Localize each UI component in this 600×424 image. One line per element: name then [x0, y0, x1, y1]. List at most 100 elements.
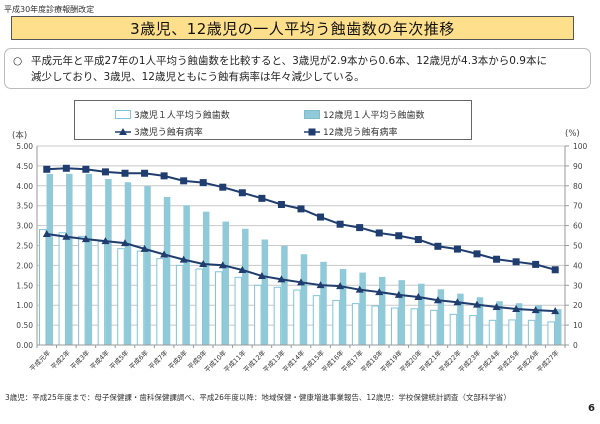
y-tick-label-right: 10: [573, 321, 583, 330]
bar-3yo: [371, 305, 379, 346]
bar-3yo: [488, 319, 497, 346]
bar-12yo: [418, 283, 425, 345]
x-tick-label: 平成3年: [68, 348, 91, 371]
triangle-marker: [316, 281, 325, 289]
triangle-marker: [453, 298, 462, 306]
square-marker: [512, 258, 520, 266]
legend-item-bar12: 12歳児１人平均う蝕歯数: [304, 108, 424, 121]
triangle-marker: [375, 288, 384, 296]
triangle-marker: [218, 261, 227, 269]
square-marker: [414, 236, 422, 244]
bar-3yo: [351, 303, 360, 346]
source-note: 3歳児：平成25年度まで：母子保健課・歯科保健課調べ、平成26年度以降：地域保健…: [5, 393, 511, 402]
square-marker: [258, 194, 266, 202]
bar-3yo: [39, 229, 47, 346]
bar-12yo: [105, 179, 112, 345]
bar-12yo: [183, 205, 190, 345]
legend-swatch-blue-bar-icon: [304, 110, 320, 119]
bar-3yo: [195, 268, 203, 346]
square-marker: [493, 255, 501, 263]
square-marker: [395, 232, 403, 240]
triangle-marker: [512, 304, 521, 312]
bar-12yo: [281, 245, 288, 345]
triangle-marker: [257, 271, 266, 279]
square-marker: [141, 169, 149, 177]
triangle-marker: [414, 293, 423, 301]
bar-3yo: [273, 286, 282, 346]
summary-text-2: 減少しており、3歳児、12歳児ともにう蝕有病率は年々減少している。: [31, 71, 365, 83]
triangle-marker: [121, 239, 129, 247]
triangle-marker: [355, 285, 364, 293]
square-marker: [121, 169, 129, 177]
square-marker: [82, 165, 90, 173]
y-tick-label-right: 50: [573, 242, 583, 251]
triangle-marker: [199, 260, 208, 268]
bar-12yo: [476, 297, 484, 345]
square-marker: [473, 250, 481, 258]
legend-item-line3: 3歳児う蝕有病率: [115, 125, 203, 138]
document-label: 平成30年度診療報酬改定: [4, 5, 95, 14]
y-tick-label-left: 2.50: [16, 242, 33, 251]
triangle-marker: [433, 296, 442, 304]
x-tick-label: 平成6年: [127, 348, 150, 371]
bar-12yo: [300, 254, 308, 345]
square-marker: [434, 242, 442, 250]
bar-12yo: [320, 261, 327, 345]
bar-12yo: [261, 239, 269, 345]
square-marker: [160, 172, 168, 180]
bar-3yo: [449, 313, 458, 346]
y-tick-label-right: 40: [573, 261, 583, 270]
triangle-marker: [42, 229, 51, 237]
y-tick-label-right: 100: [573, 142, 588, 151]
line-series: [42, 164, 560, 315]
square-marker: [375, 229, 383, 237]
triangle-marker: [277, 275, 286, 283]
triangle-marker: [473, 300, 481, 308]
bar-3yo: [312, 295, 321, 346]
bar-12yo: [163, 196, 171, 345]
left-axis-unit: (本): [12, 131, 28, 141]
square-marker: [180, 177, 188, 185]
legend-label-bar12: 12歳児１人平均う蝕歯数: [323, 111, 425, 121]
bar-12yo: [535, 305, 542, 345]
page-title-text: 3歳児、12歳児の一人平均う蝕歯数の年次推移: [130, 19, 455, 38]
bar-12yo: [85, 173, 93, 345]
triangle-marker: [394, 290, 403, 298]
summary-box: ○ 平成元年と平成27年の1人平均う蝕歯数を比較すると、3歳児が2.9本から0.6…: [4, 48, 591, 89]
square-marker: [336, 220, 344, 228]
bar-12yo: [66, 173, 73, 345]
x-tick-label: 平成8年: [166, 348, 189, 371]
x-tick-labels: 平成元年平成2年平成3年平成4年平成5年平成6年平成7年平成8年平成9年平成10…: [27, 348, 561, 374]
y-tick-label-right: 70: [573, 202, 583, 211]
square-marker: [453, 245, 461, 253]
bar-12yo: [457, 293, 464, 345]
legend-item-line12: 12歳児う蝕有病率: [304, 125, 397, 138]
bar-12yo: [378, 276, 386, 345]
bar-3yo: [332, 299, 340, 346]
y-tick-label-right: 90: [573, 162, 583, 171]
square-marker: [199, 179, 207, 187]
bar-3yo: [293, 289, 301, 346]
bar-12yo: [339, 268, 347, 345]
page-title: 3歳児、12歳児の一人平均う蝕歯数の年次推移: [11, 16, 574, 40]
page-number: 6: [588, 403, 595, 414]
summary-line-1: ○ 平成元年と平成27年の1人平均う蝕歯数を比較すると、3歳児が2.9本から0.6…: [13, 53, 584, 69]
triangle-marker: [62, 232, 71, 240]
triangle-marker: [492, 302, 501, 310]
bar-12yo: [437, 289, 445, 345]
square-marker: [62, 164, 70, 172]
bar-12yo: [515, 303, 523, 345]
bar-3yo: [175, 264, 184, 346]
triangle-marker: [179, 255, 188, 263]
square-marker: [551, 266, 559, 274]
legend-item-bar3: 3歳児１人平均う蝕歯数: [115, 108, 230, 121]
y-tick-label-right: 60: [573, 222, 583, 231]
square-marker: [101, 168, 109, 176]
bar-3yo: [508, 319, 516, 346]
legend-label-line12: 12歳児う蝕有病率: [323, 128, 398, 138]
x-tick-label: 平成4年: [88, 348, 111, 371]
square-marker: [356, 224, 364, 232]
legend-square-marker-icon: [304, 128, 320, 136]
y-tick-label-left: 5.00: [16, 142, 33, 151]
legend-label-line3: 3歳児う蝕有病率: [134, 128, 203, 138]
